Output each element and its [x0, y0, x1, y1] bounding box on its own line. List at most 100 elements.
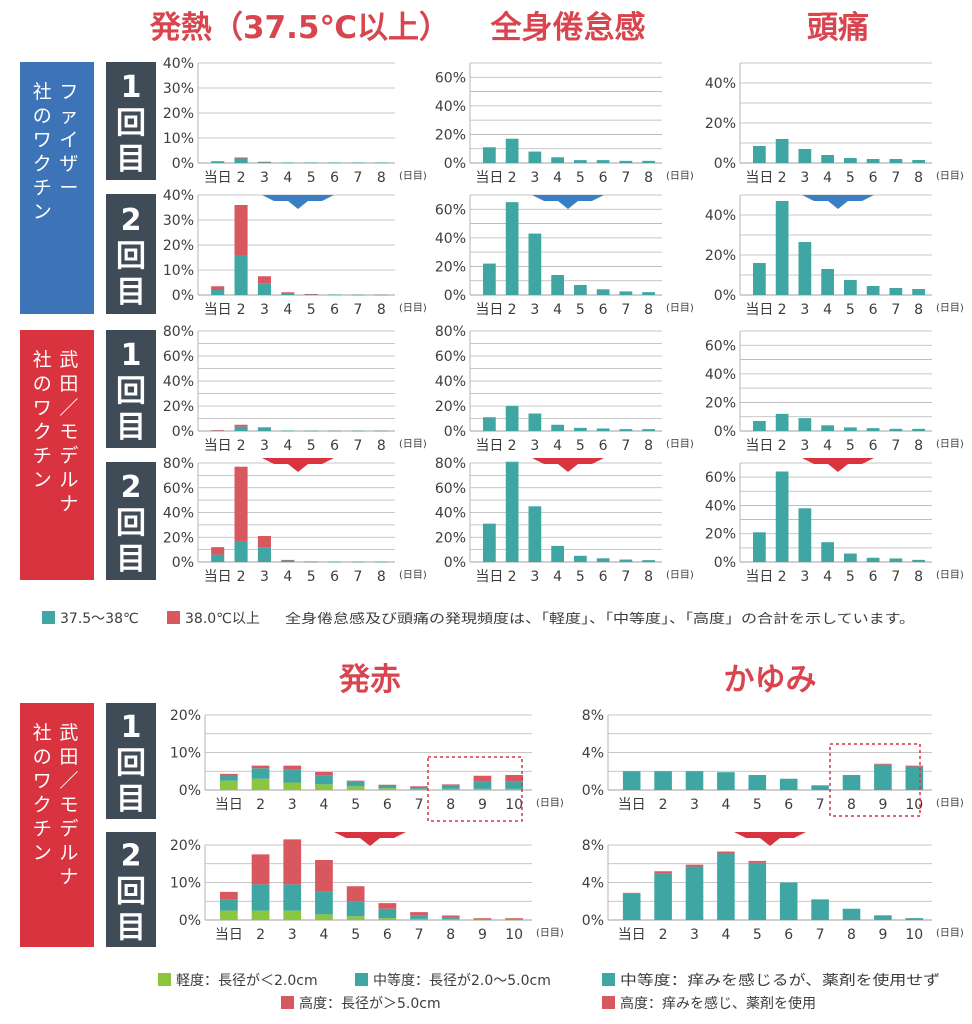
bar-segment [351, 294, 365, 296]
bar-segment [378, 908, 397, 919]
bar-segment [889, 558, 903, 562]
legend-note: 全身倦怠感及び頭痛の発現頻度は、「軽度」、「中等度」、「高度」の合計を示していま… [285, 611, 915, 627]
bar-segment [844, 280, 857, 295]
bar-segment [257, 427, 271, 428]
side-label-char: 武 [59, 722, 78, 744]
x-tick-label: 6 [599, 569, 608, 585]
y-tick-label: 0% [714, 424, 736, 440]
bar-segment [505, 918, 524, 919]
x-tick-label: 6 [784, 797, 793, 813]
x-tick-label: 7 [891, 569, 900, 585]
bar-segment [473, 775, 492, 782]
chart-panel-8: 0% 20% 40% 60% 当日 2 3 4 5 6 7 8 (日目) [705, 330, 964, 454]
bar-segment [328, 430, 342, 432]
y-tick-label: 40% [435, 231, 466, 247]
bar-segment [351, 561, 365, 563]
bar-segment [654, 771, 672, 790]
x-tick-label: 7 [415, 927, 424, 943]
y-tick-label: 20% [705, 527, 736, 543]
y-tick-label: 10% [170, 876, 201, 892]
x-tick-label: 3 [800, 569, 809, 585]
y-tick-label: 10% [170, 746, 201, 762]
bar-segment [219, 891, 238, 900]
bar-segment [257, 161, 271, 163]
legend-swatch-fever-low [42, 611, 55, 624]
y-tick-label: 8% [582, 708, 604, 724]
bar-segment [281, 560, 295, 562]
x-tick-label: 2 [778, 569, 787, 585]
x-axis-unit: (日目) [666, 171, 694, 182]
x-tick-label: 当日 [745, 438, 773, 454]
bar-segment [619, 429, 633, 431]
x-tick-label: 当日 [215, 927, 243, 943]
title-headache: 頭痛 [807, 10, 869, 46]
x-tick-label: 5 [846, 438, 855, 454]
bar-segment [328, 294, 342, 296]
legend-swatch-moderate-size [355, 973, 368, 986]
y-tick-label: 0% [444, 555, 466, 571]
bar-segment [315, 891, 333, 915]
bar-segment [315, 914, 333, 920]
x-tick-label: 3 [530, 569, 539, 585]
bar-segment [528, 413, 542, 431]
side-label-char: フ [59, 81, 78, 103]
y-tick-label: 40% [163, 56, 194, 72]
x-tick-label: 6 [599, 302, 608, 318]
y-tick-label: 20% [435, 399, 466, 415]
bar-segment [483, 417, 496, 431]
bar-segment [642, 160, 655, 163]
x-tick-label: 6 [869, 569, 878, 585]
y-tick-label: 40% [435, 99, 466, 115]
chart-panel-11: 0% 20% 40% 60% 当日 2 3 4 5 6 7 8 (日目) [705, 462, 964, 585]
arrow-down-red-2 [802, 458, 874, 472]
bar-segment [374, 561, 388, 563]
x-tick-label: 4 [283, 302, 292, 318]
bar-segment [753, 263, 766, 295]
bar-segment [473, 918, 492, 920]
x-tick-label: 5 [846, 569, 855, 585]
x-tick-label: 6 [330, 569, 339, 585]
x-tick-label: 8 [847, 927, 856, 943]
bar-segment [905, 766, 924, 790]
dose-moderna-2: 2回目 [106, 462, 156, 580]
x-tick-label: 2 [659, 927, 668, 943]
bar-segment [328, 162, 342, 164]
y-tick-label: 0% [714, 288, 736, 304]
y-tick-label: 8% [582, 838, 604, 854]
side-label-char: 田 [59, 373, 78, 395]
bar-segment [283, 782, 302, 790]
x-tick-label: 2 [237, 438, 246, 454]
dose-moderna-1: 1回目 [106, 330, 156, 448]
dose-local-1-bg [106, 703, 156, 819]
dose-label-char: 1 [121, 338, 142, 373]
x-tick-label: 5 [351, 797, 360, 813]
dose-label-char: 目 [116, 911, 146, 946]
bar-segment [574, 427, 587, 431]
chart-panel-15: 0% 4% 8% 当日 2 3 4 5 6 7 8 9 10 (日目) [582, 838, 964, 943]
bar-segment [685, 771, 704, 790]
bar-segment [551, 157, 564, 163]
bar-segment [234, 540, 248, 562]
x-tick-label: 2 [237, 569, 246, 585]
x-tick-label: 9 [478, 927, 487, 943]
bar-segment [483, 147, 496, 163]
legend-fever-high: 38.0℃以上 [185, 611, 260, 627]
x-tick-label: 7 [621, 170, 630, 186]
highlight-box-redness [427, 756, 523, 822]
bar-segment [346, 886, 365, 902]
bar-segment [441, 917, 460, 920]
y-tick-label: 60% [163, 349, 194, 365]
bar-segment [798, 242, 812, 295]
bar-segment [874, 763, 892, 765]
chart-panel-5: 0% 20% 40% 当日 2 3 4 5 6 7 8 (日目) [705, 194, 964, 318]
x-tick-label: 当日 [204, 170, 232, 186]
bar-segment [410, 918, 428, 920]
bar-segment [234, 424, 248, 427]
x-tick-label: 10 [905, 797, 923, 813]
x-tick-label: 5 [846, 170, 855, 186]
dose-moderna-2-bg [106, 462, 156, 580]
dose-label-char: 2 [121, 839, 142, 874]
legend-swatch-mild [158, 973, 171, 986]
bar-segment [622, 771, 641, 790]
y-tick-label: 20% [163, 238, 194, 254]
